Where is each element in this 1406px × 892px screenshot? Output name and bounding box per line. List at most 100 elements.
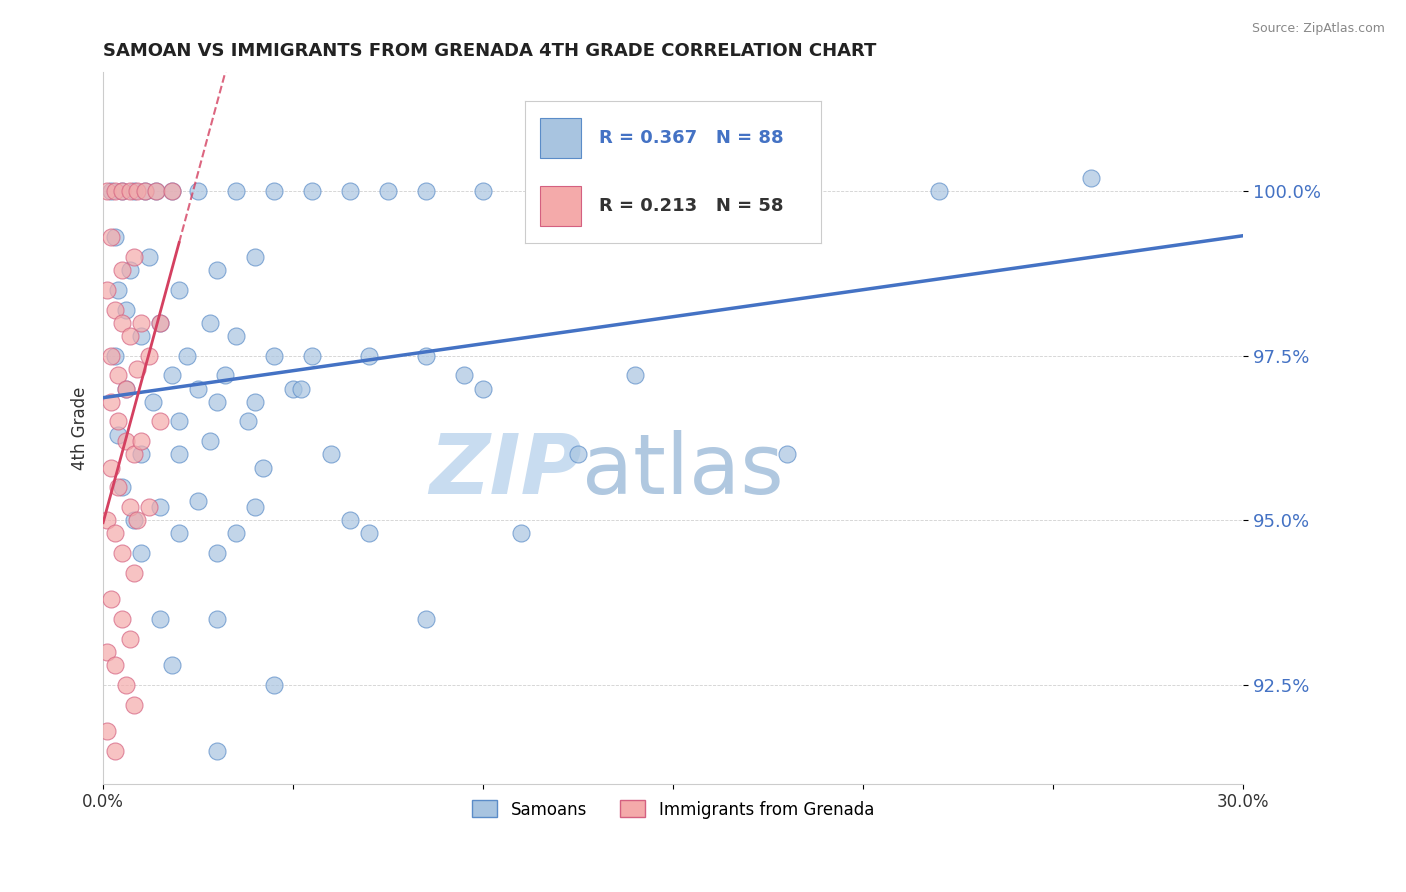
Point xyxy=(111,480,134,494)
Point xyxy=(567,447,589,461)
Point xyxy=(205,612,228,626)
Point xyxy=(236,415,259,429)
Point xyxy=(225,184,247,198)
Point xyxy=(115,434,138,449)
Point xyxy=(167,283,190,297)
Point xyxy=(129,329,152,343)
Point xyxy=(118,632,141,646)
Point xyxy=(107,368,129,383)
Point xyxy=(111,316,134,330)
Point xyxy=(115,678,138,692)
Point xyxy=(111,263,134,277)
Point xyxy=(149,316,172,330)
Point xyxy=(415,184,437,198)
Point xyxy=(118,263,141,277)
Point xyxy=(127,513,149,527)
Point xyxy=(122,184,145,198)
Point xyxy=(301,349,323,363)
Point xyxy=(107,283,129,297)
Point xyxy=(160,658,183,673)
Point xyxy=(290,382,312,396)
Point xyxy=(122,698,145,712)
Point xyxy=(111,612,134,626)
Point xyxy=(187,184,209,198)
Point xyxy=(415,612,437,626)
Point xyxy=(263,678,285,692)
Point xyxy=(472,382,495,396)
Point xyxy=(129,447,152,461)
Point xyxy=(160,184,183,198)
Point xyxy=(96,724,118,739)
Point xyxy=(129,434,152,449)
Point xyxy=(252,460,274,475)
Point xyxy=(107,427,129,442)
Point xyxy=(96,283,118,297)
Point xyxy=(928,184,950,198)
Point xyxy=(624,368,647,383)
Point xyxy=(415,349,437,363)
Point xyxy=(100,460,122,475)
Point xyxy=(263,184,285,198)
Point xyxy=(141,394,163,409)
Point xyxy=(160,184,183,198)
Point xyxy=(115,382,138,396)
Point xyxy=(122,566,145,580)
Point xyxy=(107,415,129,429)
Point xyxy=(263,349,285,363)
Point xyxy=(149,612,172,626)
Point xyxy=(205,394,228,409)
Text: ZIP: ZIP xyxy=(429,430,582,511)
Text: atlas: atlas xyxy=(582,430,783,511)
Y-axis label: 4th Grade: 4th Grade xyxy=(72,386,89,470)
Point xyxy=(100,394,122,409)
Point xyxy=(96,645,118,659)
Point xyxy=(103,184,125,198)
Point xyxy=(107,810,129,824)
Point xyxy=(205,744,228,758)
Point xyxy=(167,415,190,429)
Point xyxy=(776,447,799,461)
Point xyxy=(103,744,125,758)
Point xyxy=(103,349,125,363)
Point xyxy=(214,368,236,383)
Point xyxy=(198,316,221,330)
Point xyxy=(359,526,381,541)
Point xyxy=(339,184,361,198)
Point xyxy=(205,263,228,277)
Point xyxy=(167,447,190,461)
Point xyxy=(187,382,209,396)
Point xyxy=(111,546,134,560)
Point xyxy=(243,250,266,264)
Point xyxy=(1080,170,1102,185)
Point xyxy=(134,184,156,198)
Point xyxy=(281,382,304,396)
Point xyxy=(187,493,209,508)
Legend: Samoans, Immigrants from Grenada: Samoans, Immigrants from Grenada xyxy=(465,794,880,825)
Point xyxy=(103,230,125,244)
Point xyxy=(138,349,160,363)
Point xyxy=(198,434,221,449)
Point xyxy=(127,184,149,198)
Point xyxy=(103,302,125,317)
Point xyxy=(243,500,266,515)
Point xyxy=(100,592,122,607)
Point xyxy=(134,184,156,198)
Point xyxy=(567,184,589,198)
Point xyxy=(149,500,172,515)
Point xyxy=(472,184,495,198)
Point xyxy=(149,415,172,429)
Point xyxy=(118,329,141,343)
Point xyxy=(96,810,118,824)
Point xyxy=(118,184,141,198)
Point xyxy=(96,184,118,198)
Point xyxy=(115,302,138,317)
Point xyxy=(129,316,152,330)
Point xyxy=(103,658,125,673)
Text: SAMOAN VS IMMIGRANTS FROM GRENADA 4TH GRADE CORRELATION CHART: SAMOAN VS IMMIGRANTS FROM GRENADA 4TH GR… xyxy=(103,42,876,60)
Point xyxy=(118,500,141,515)
Text: Source: ZipAtlas.com: Source: ZipAtlas.com xyxy=(1251,22,1385,36)
Point xyxy=(453,368,475,383)
Point xyxy=(100,184,122,198)
Point xyxy=(129,546,152,560)
Point xyxy=(127,361,149,376)
